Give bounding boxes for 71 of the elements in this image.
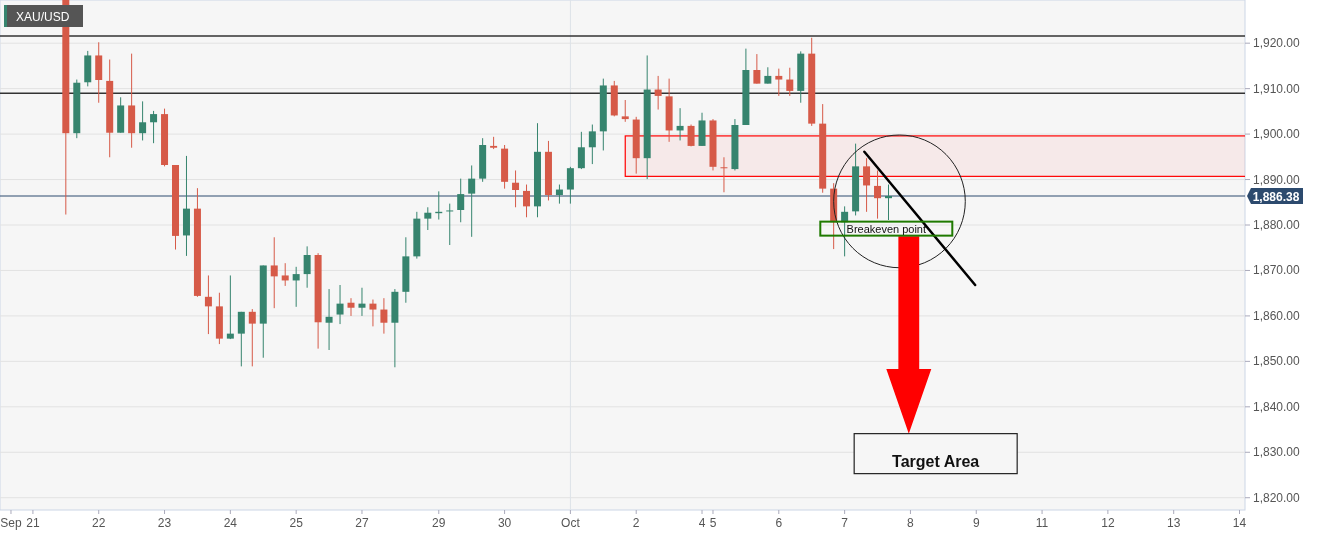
x-tick-label: 22 [92, 516, 106, 530]
text: XAU/USD [16, 10, 70, 24]
y-tick-label: 1,900.00 [1253, 127, 1301, 142]
candlestick [281, 262, 289, 287]
candlestick [139, 100, 147, 141]
x-tick-label: 8 [907, 516, 915, 530]
x-tick-label: 24 [223, 516, 238, 530]
candlestick [380, 297, 388, 335]
candlestick [325, 288, 333, 351]
x-tick-label: 13 [1167, 516, 1181, 530]
x-tick-label: 11 [1035, 516, 1049, 530]
candlestick [753, 53, 761, 85]
candlestick [775, 68, 783, 97]
x-tick-label: 25 [289, 516, 304, 530]
y-tick-label: 1,830.00 [1253, 445, 1301, 460]
candlestick [248, 308, 256, 367]
y-tick-label: 1,840.00 [1253, 399, 1301, 414]
candlestick [150, 110, 158, 144]
ref-line-label: 1,886.38 [1252, 189, 1300, 204]
candlestick [226, 274, 234, 340]
y-tick-label: 1,870.00 [1253, 263, 1301, 278]
x-tick-label: Oct [561, 516, 581, 530]
x-tick-label: 9 [972, 516, 980, 530]
candlestick [720, 156, 728, 193]
x-tick-label: 21 [26, 516, 40, 530]
x-tick-label: 4 [698, 516, 706, 530]
candlestick [577, 131, 585, 170]
candlestick [523, 184, 531, 218]
x-tick-label: 14 [1232, 516, 1247, 530]
y-tick-label: 1,890.00 [1253, 172, 1301, 187]
y-tick-label: 1,880.00 [1253, 218, 1301, 232]
candlestick [588, 124, 596, 165]
x-tick-label: 2 [632, 516, 640, 530]
candlestick [204, 274, 212, 335]
candlestick [336, 284, 344, 325]
annotation: Breakeven point [846, 222, 927, 235]
candlestick [786, 67, 794, 97]
candlestick [566, 166, 574, 205]
candlestick [874, 169, 882, 220]
x-tick-label: 30 [497, 516, 512, 530]
candlestick [237, 311, 245, 367]
x-tick-label: 27 [355, 516, 369, 530]
y-tick-label: 1,820.00 [1253, 490, 1301, 505]
candlestick [369, 299, 377, 327]
x-tick-label: 6 [775, 516, 783, 530]
candlestick [424, 206, 432, 231]
annotation: Target Area [892, 452, 980, 470]
x-tick-label: 12 [1101, 516, 1115, 530]
candlestick [292, 266, 300, 308]
candlestick [303, 245, 311, 289]
y-tick-label: 1,910.00 [1253, 81, 1301, 96]
candlestick [468, 164, 476, 238]
candlestick [446, 203, 454, 246]
x-tick-label: Sep [0, 516, 22, 530]
candlestick [863, 157, 871, 213]
candlestick [654, 75, 662, 111]
candlestick [555, 184, 563, 205]
x-tick-label: 29 [432, 516, 446, 530]
x-tick-label: 7 [841, 516, 849, 530]
x-tick-label: 23 [157, 516, 172, 530]
y-tick-label: 1,850.00 [1253, 354, 1301, 369]
candlestick [512, 169, 520, 208]
y-tick-label: 1,920.00 [1253, 36, 1301, 51]
y-tick-label: 1,860.00 [1253, 308, 1301, 323]
x-tick-label: 5 [709, 516, 717, 530]
candlestick [457, 178, 465, 223]
candlestick [270, 236, 278, 309]
candlestick [358, 287, 366, 317]
candlestick [885, 184, 892, 221]
candlestick [347, 297, 355, 317]
candlestick [621, 99, 629, 123]
